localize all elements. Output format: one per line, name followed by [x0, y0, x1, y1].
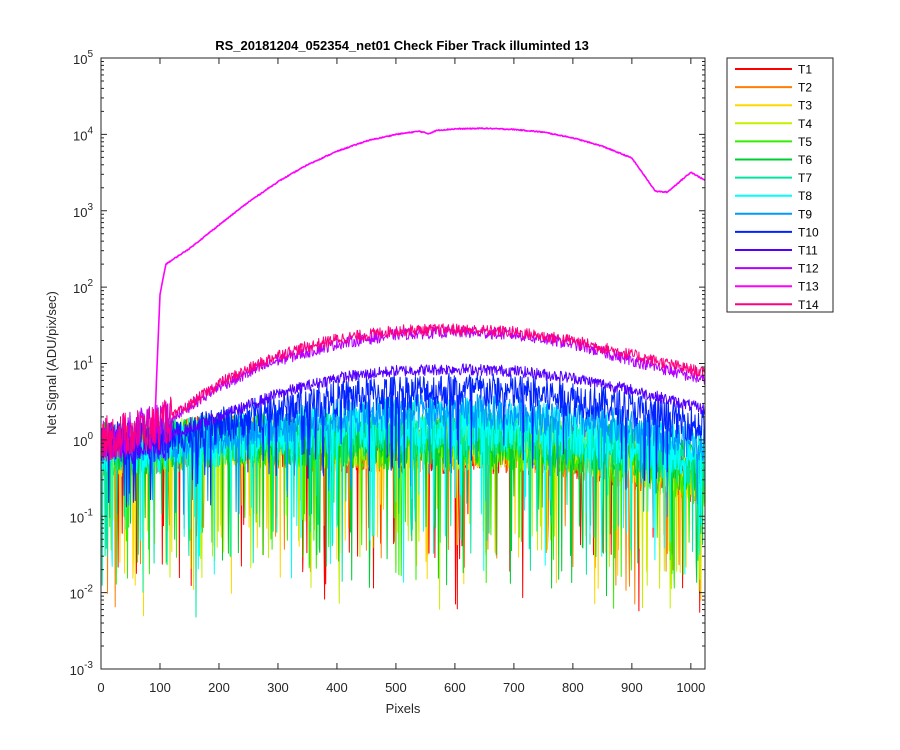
series-line-t11 — [100, 363, 706, 465]
y-tick-label: 10-2 — [70, 584, 94, 602]
y-tick-label: 105 — [73, 49, 93, 67]
x-tick-label: 300 — [267, 680, 289, 695]
legend-label-t11: T11 — [798, 244, 818, 258]
series-line-t12 — [100, 325, 706, 461]
x-tick-label: 600 — [444, 680, 466, 695]
legend-label-t9: T9 — [798, 207, 812, 221]
y-tick-label: 10-3 — [70, 660, 94, 678]
x-tick-label: 0 — [97, 680, 104, 695]
x-tick-label: 800 — [562, 680, 584, 695]
legend-label-t1: T1 — [798, 63, 812, 77]
x-tick-label: 1000 — [676, 680, 705, 695]
x-tick-label: 200 — [208, 680, 230, 695]
legend-label-t8: T8 — [798, 189, 812, 203]
x-tick-label: 900 — [621, 680, 643, 695]
legend-label-t4: T4 — [798, 117, 812, 131]
x-tick-label: 700 — [503, 680, 525, 695]
legend-label-t7: T7 — [798, 171, 812, 185]
series-line-t14 — [100, 323, 706, 462]
y-axis: 10-3 10-2 10-1 100 101 102 103 104 105 — [70, 49, 705, 678]
x-axis-label: Pixels — [386, 701, 421, 716]
chart-title: RS_20181204_052354_net01 Check Fiber Tra… — [215, 38, 589, 53]
y-tick-label: 10-1 — [70, 507, 94, 525]
y-tick-label: 104 — [73, 125, 93, 143]
series-layer — [100, 127, 706, 618]
legend-label-t6: T6 — [798, 153, 812, 167]
y-tick-label: 103 — [73, 202, 93, 220]
x-tick-label: 100 — [149, 680, 171, 695]
x-tick-label: 500 — [385, 680, 407, 695]
legend-label-t5: T5 — [798, 135, 812, 149]
legend-label-t13: T13 — [798, 280, 819, 294]
legend-label-t3: T3 — [798, 99, 812, 113]
series-line-t10 — [100, 372, 706, 508]
legend: T1 T2 T3 T4 T5 T6 T7 T8 T9 T10 T11 T12 T13 T14 — [726, 57, 834, 313]
legend-items: T1 T2 T3 T4 T5 T6 T7 T8 T9 T10 T11 T12 T13 T14 — [735, 63, 819, 312]
legend-label-t2: T2 — [798, 81, 812, 95]
y-tick-label: 102 — [73, 278, 93, 296]
legend-label-t12: T12 — [798, 262, 819, 276]
y-tick-label: 100 — [73, 431, 93, 449]
y-tick-label: 101 — [73, 355, 93, 373]
legend-label-t14: T14 — [798, 298, 819, 312]
y-axis-label: Net Signal (ADU/pix/sec) — [44, 291, 59, 435]
legend-label-t10: T10 — [798, 225, 819, 239]
legend-box — [726, 57, 834, 313]
series-line-t13 — [153, 127, 706, 441]
x-tick-label: 400 — [326, 680, 348, 695]
